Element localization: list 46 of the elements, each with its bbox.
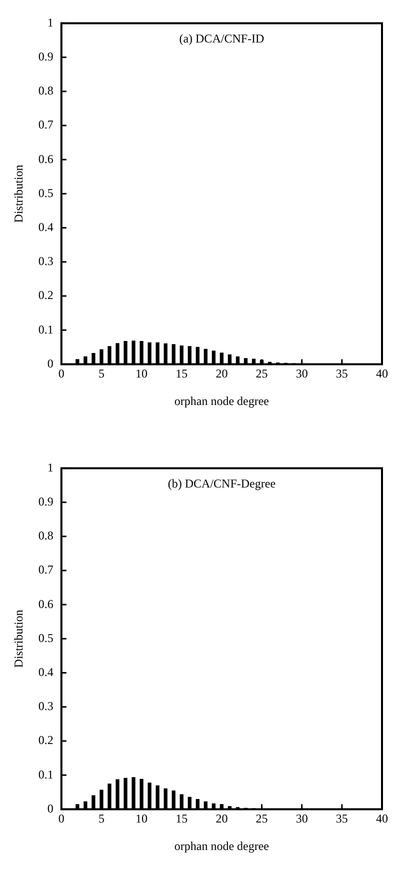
x-tick-label: 25	[256, 366, 268, 381]
y-tick-label: 0.7	[38, 562, 54, 577]
x-tick-label: 15	[176, 812, 188, 826]
x-tick-label: 0	[58, 812, 64, 826]
y-tick-label: 0.9	[38, 494, 54, 508]
y-tick-label: 0.4	[38, 220, 54, 234]
y-tick-label: 0.8	[38, 528, 54, 543]
x-tick-label: 10	[136, 812, 148, 826]
y-tick-label: 0.4	[38, 664, 54, 679]
y-tick-label: 0.3	[38, 699, 54, 714]
x-tick-label: 40	[376, 366, 388, 381]
text: (a) DCA/CNF-ID	[179, 31, 265, 46]
x-tick-label: 35	[336, 812, 348, 826]
x-tick-label: 25	[256, 812, 268, 826]
y-tick-label: 0.7	[38, 118, 54, 132]
x-tick-label: 15	[176, 366, 188, 381]
x-tick-label: 5	[98, 812, 104, 826]
y-tick-label: 0.1	[38, 322, 54, 336]
y-axis-title: Distribution	[11, 610, 26, 668]
y-tick-label: 1	[47, 15, 54, 30]
y-tick-label: 0.5	[38, 186, 54, 200]
y-tick-label: 0.8	[38, 84, 54, 98]
x-tick-label: 5	[98, 366, 104, 381]
text: (b) DCA/CNF-Degree	[168, 476, 276, 490]
y-tick-label: 0.1	[38, 767, 54, 782]
x-tick-label: 30	[296, 366, 308, 381]
y-tick-label: 0.3	[38, 254, 54, 268]
y-tick-label: 0.6	[38, 596, 54, 611]
y-tick-label: 0.6	[38, 152, 54, 166]
y-tick-label: 0	[47, 356, 54, 370]
x-tick-label: 20	[216, 812, 228, 826]
x-tick-label: 30	[296, 812, 308, 826]
y-tick-label: 0.2	[38, 733, 54, 748]
x-tick-label: 35	[336, 366, 348, 381]
y-axis-title: Distribution	[11, 164, 26, 223]
x-tick-label: 40	[376, 812, 388, 826]
y-tick-label: 0.5	[38, 630, 54, 645]
x-axis-title: orphan node degree	[174, 838, 270, 853]
x-axis-title: orphan node degree	[174, 394, 270, 408]
x-tick-label: 20	[216, 366, 228, 381]
y-tick-label: 1	[47, 460, 54, 474]
y-tick-label: 0	[47, 801, 54, 816]
y-tick-label: 0.9	[38, 49, 54, 64]
x-tick-label: 0	[58, 366, 64, 381]
x-tick-label: 10	[136, 366, 148, 381]
y-tick-label: 0.2	[38, 288, 54, 302]
